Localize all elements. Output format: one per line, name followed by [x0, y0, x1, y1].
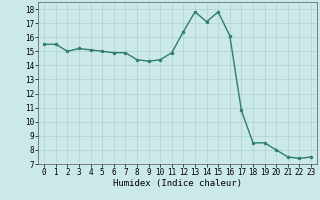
- X-axis label: Humidex (Indice chaleur): Humidex (Indice chaleur): [113, 179, 242, 188]
